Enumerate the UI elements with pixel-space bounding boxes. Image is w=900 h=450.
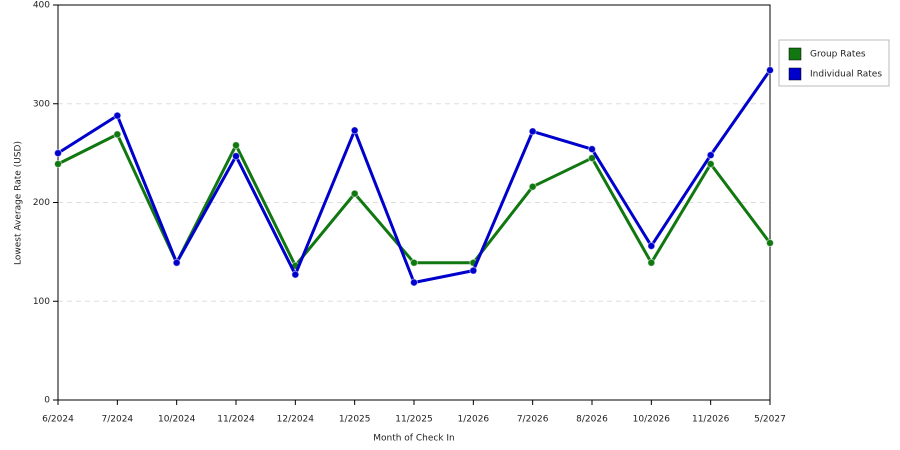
data-point — [647, 241, 656, 250]
x-tick-label: 11/2025 — [395, 415, 432, 425]
x-tick-label: 7/2024 — [101, 415, 133, 425]
series-line — [57, 132, 772, 268]
x-tick-label: 7/2026 — [517, 415, 549, 425]
data-point — [647, 258, 656, 267]
data-point — [410, 258, 418, 267]
x-tick-label: 6/2024 — [42, 415, 74, 425]
data-point — [113, 111, 122, 120]
data-point — [766, 66, 774, 75]
data-point — [528, 127, 537, 136]
data-point — [766, 238, 774, 247]
legend-label: Group Rates — [810, 50, 866, 60]
data-point — [232, 152, 240, 161]
x-tick-label: 8/2026 — [576, 415, 608, 425]
data-point — [291, 270, 300, 279]
y-tick-label: 0 — [44, 396, 50, 406]
data-point — [706, 159, 715, 168]
x-tick-label: 11/2026 — [692, 415, 730, 425]
x-tick-label: 5/2027 — [754, 415, 786, 425]
x-tick-label: 1/2026 — [457, 415, 489, 425]
data-point — [54, 159, 62, 168]
data-point — [588, 154, 596, 163]
y-tick-label: 300 — [33, 99, 50, 109]
data-point — [410, 278, 418, 287]
data-point — [706, 151, 715, 160]
y-tick-label: 400 — [33, 1, 50, 11]
y-axis-title: Lowest Average Rate (USD) — [14, 141, 24, 265]
data-point — [350, 189, 359, 198]
series-line — [57, 69, 772, 284]
data-point — [350, 126, 359, 135]
y-tick-label: 100 — [33, 297, 50, 307]
legend-swatch — [788, 47, 802, 61]
data-point — [528, 182, 537, 191]
x-tick-label: 1/2025 — [339, 415, 371, 425]
data-point — [469, 266, 478, 275]
data-point — [232, 141, 240, 150]
legend-label: Individual Rates — [810, 70, 882, 80]
x-tick-label: 12/2024 — [277, 415, 315, 425]
data-point — [588, 145, 596, 154]
x-axis-title: Month of Check In — [373, 434, 455, 444]
x-tick-label: 10/2024 — [158, 415, 196, 425]
data-point — [54, 149, 62, 158]
x-tick-label: 11/2024 — [217, 415, 255, 425]
legend-swatch — [788, 67, 802, 81]
data-point — [172, 258, 181, 267]
x-tick-label: 10/2026 — [633, 415, 671, 425]
y-tick-label: 200 — [33, 198, 50, 208]
data-point — [113, 130, 122, 139]
